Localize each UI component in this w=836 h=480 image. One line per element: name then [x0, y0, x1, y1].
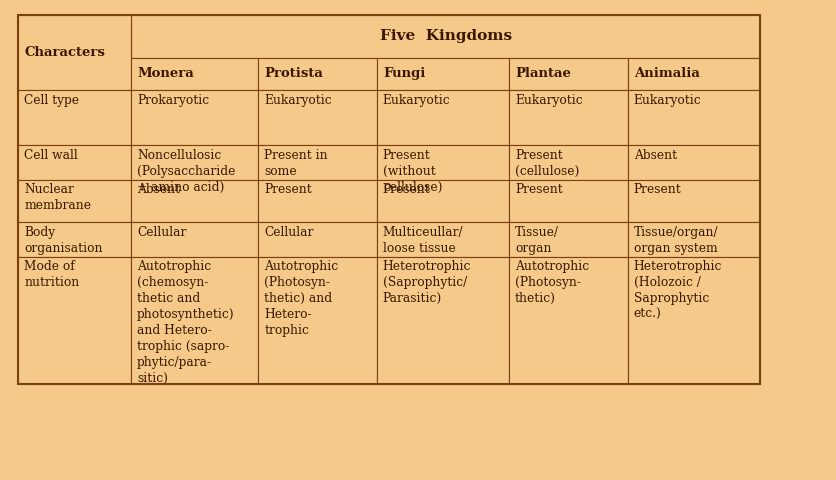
Bar — [18, 15, 131, 90]
Bar — [258, 90, 377, 145]
Text: Present
(cellulose): Present (cellulose) — [515, 149, 579, 178]
Text: Eukaryotic: Eukaryotic — [634, 94, 701, 107]
Bar — [377, 180, 509, 222]
Text: Fungi: Fungi — [383, 67, 426, 81]
Text: Characters: Characters — [24, 46, 105, 60]
Text: Five  Kingdoms: Five Kingdoms — [380, 29, 512, 44]
Text: Present: Present — [264, 183, 312, 196]
Bar — [628, 222, 760, 257]
Bar — [131, 257, 258, 384]
Text: Monera: Monera — [137, 67, 194, 81]
Bar — [509, 257, 628, 384]
Bar — [377, 145, 509, 180]
Text: Present in
some: Present in some — [264, 149, 328, 178]
Text: Protista: Protista — [264, 67, 323, 81]
Text: Cell wall: Cell wall — [24, 149, 78, 162]
Bar — [509, 222, 628, 257]
Bar — [258, 257, 377, 384]
Text: Autotrophic
(chemosyn-
thetic and
photosynthetic)
and Hetero-
trophic (sapro-
ph: Autotrophic (chemosyn- thetic and photos… — [137, 260, 235, 385]
Bar — [628, 180, 760, 222]
Bar — [377, 90, 509, 145]
Text: Present
(without
cellulose): Present (without cellulose) — [383, 149, 442, 194]
Bar — [258, 145, 377, 180]
Bar — [628, 257, 760, 384]
Bar — [18, 15, 760, 384]
Text: Cellular: Cellular — [137, 226, 186, 239]
Bar — [18, 180, 131, 222]
Text: Multiceullar/
loose tissue: Multiceullar/ loose tissue — [383, 226, 463, 254]
Text: Eukaryotic: Eukaryotic — [383, 94, 451, 107]
Text: Tissue/organ/
organ system: Tissue/organ/ organ system — [634, 226, 718, 254]
Text: Eukaryotic: Eukaryotic — [515, 94, 583, 107]
Bar — [131, 90, 258, 145]
Bar — [131, 222, 258, 257]
Text: Plantae: Plantae — [515, 67, 571, 81]
Bar — [131, 58, 258, 90]
Bar — [131, 15, 760, 58]
Bar — [509, 145, 628, 180]
Text: Mode of
nutrition: Mode of nutrition — [24, 260, 79, 289]
Bar — [628, 90, 760, 145]
Text: Nuclear
membrane: Nuclear membrane — [24, 183, 91, 212]
Bar — [18, 222, 131, 257]
Text: Present: Present — [383, 183, 431, 196]
Bar — [377, 257, 509, 384]
Text: Animalia: Animalia — [634, 67, 700, 81]
Bar — [258, 58, 377, 90]
Bar — [131, 180, 258, 222]
Bar — [628, 58, 760, 90]
Text: Noncellulosic
(Polysaccharide
+ amino acid): Noncellulosic (Polysaccharide + amino ac… — [137, 149, 236, 194]
Bar — [377, 222, 509, 257]
Bar — [258, 180, 377, 222]
Text: Prokaryotic: Prokaryotic — [137, 94, 209, 107]
Text: Present: Present — [634, 183, 681, 196]
Bar — [509, 180, 628, 222]
Bar — [18, 257, 131, 384]
Text: Absent: Absent — [137, 183, 181, 196]
Text: Cell type: Cell type — [24, 94, 79, 107]
Text: Autotrophic
(Photosyn-
thetic) and
Hetero-
trophic: Autotrophic (Photosyn- thetic) and Heter… — [264, 260, 339, 337]
Text: Cellular: Cellular — [264, 226, 314, 239]
Text: Autotrophic
(Photosyn-
thetic): Autotrophic (Photosyn- thetic) — [515, 260, 589, 305]
Bar — [509, 90, 628, 145]
Bar — [377, 58, 509, 90]
Text: Heterotrophic
(Holozoic /
Saprophytic
etc.): Heterotrophic (Holozoic / Saprophytic et… — [634, 260, 722, 321]
Text: Body
organisation: Body organisation — [24, 226, 103, 254]
Text: Eukaryotic: Eukaryotic — [264, 94, 332, 107]
Bar — [258, 222, 377, 257]
Bar — [509, 58, 628, 90]
Bar — [18, 90, 131, 145]
Text: Absent: Absent — [634, 149, 677, 162]
Text: Present: Present — [515, 183, 563, 196]
Text: Heterotrophic
(Saprophytic/
Parasitic): Heterotrophic (Saprophytic/ Parasitic) — [383, 260, 472, 305]
Bar — [131, 145, 258, 180]
Text: Tissue/
organ: Tissue/ organ — [515, 226, 559, 254]
Bar — [18, 145, 131, 180]
Bar — [628, 145, 760, 180]
